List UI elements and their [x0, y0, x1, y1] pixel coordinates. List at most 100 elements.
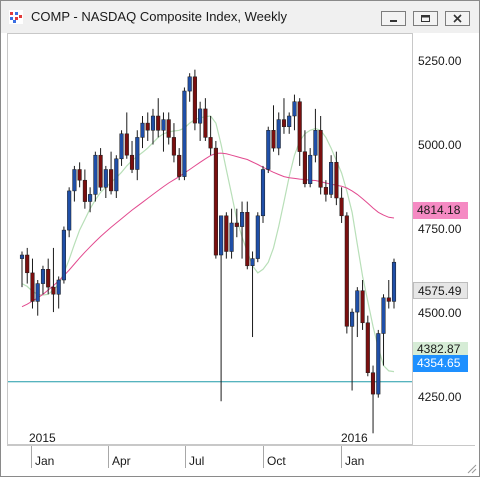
- candle-body: [302, 151, 307, 185]
- resize-grip-icon[interactable]: [467, 464, 477, 474]
- candle-body: [103, 169, 108, 188]
- month-label: Oct: [267, 454, 286, 468]
- candle-body: [77, 169, 82, 181]
- candle-body: [129, 154, 135, 170]
- candle-body: [166, 119, 171, 138]
- close-icon: [453, 14, 462, 23]
- candle-body: [19, 254, 25, 259]
- candle-body: [119, 133, 124, 160]
- candle-body: [255, 215, 260, 259]
- candle-body: [192, 76, 197, 124]
- candle-body: [56, 279, 61, 295]
- candle-body: [150, 115, 156, 131]
- candle-body: [391, 261, 397, 302]
- year-label: 2015: [29, 431, 56, 445]
- candle-body: [245, 212, 250, 267]
- candle-body: [98, 154, 103, 188]
- candle-body: [287, 115, 292, 127]
- candle-body: [40, 269, 46, 284]
- candle-body: [93, 154, 98, 195]
- candle-body: [72, 169, 77, 192]
- plot-area[interactable]: [7, 33, 413, 445]
- sma-fast-price-tag: 4382.87: [413, 342, 468, 356]
- candle-body: [35, 283, 40, 302]
- candle-body: [271, 130, 276, 149]
- candle-body: [219, 215, 224, 256]
- candle-body: [355, 290, 360, 313]
- price-tick: 5000.00: [418, 138, 462, 152]
- candle-body: [323, 187, 328, 195]
- month-tick: [185, 446, 186, 468]
- month-tick: [263, 446, 264, 468]
- time-axis[interactable]: Jan Apr Jul Oct Jan: [7, 445, 475, 473]
- month-label: Jan: [345, 454, 365, 468]
- year-label: 2016: [341, 431, 368, 445]
- candle-body: [229, 222, 234, 252]
- candle-body: [135, 137, 140, 170]
- window-title: COMP - NASDAQ Composite Index, Weekly: [31, 9, 287, 24]
- candle-body: [250, 258, 255, 266]
- price-tick: 5250.00: [418, 54, 462, 68]
- price-tick: 4250.00: [418, 390, 462, 404]
- candle-body: [281, 119, 287, 127]
- candle-body: [140, 122, 145, 138]
- candle-body: [187, 76, 192, 92]
- sma-slow-price-tag: 4814.18: [413, 202, 468, 219]
- candle-body: [308, 154, 313, 184]
- month-tick: [108, 446, 109, 468]
- month-label: Jul: [189, 454, 205, 468]
- line-level-price-tag: 4354.65: [413, 355, 468, 372]
- title-bar[interactable]: COMP - NASDAQ Composite Index, Weekly: [1, 1, 479, 33]
- candle-body: [156, 115, 161, 131]
- candlestick-chart: [8, 69, 412, 434]
- candle-body: [88, 194, 93, 202]
- month-tick: [341, 446, 342, 468]
- candle-body: [297, 101, 302, 152]
- candle-body: [292, 101, 297, 117]
- candle-body: [334, 162, 339, 199]
- candle-body: [25, 254, 30, 274]
- sma-fast-line: [21, 115, 395, 373]
- candle-body: [370, 372, 376, 395]
- candle-body: [234, 222, 239, 227]
- candle-body: [46, 269, 51, 288]
- candle-body: [198, 108, 203, 124]
- last-close-price-tag: 4575.49: [413, 282, 468, 299]
- candle-body: [208, 137, 213, 149]
- candle-body: [67, 190, 72, 231]
- candle-body: [30, 272, 35, 302]
- price-tick: 4500.00: [418, 306, 462, 320]
- candle-body: [350, 311, 355, 327]
- month-label: Apr: [112, 454, 131, 468]
- candle-body: [329, 162, 334, 195]
- candle-body: [318, 130, 323, 188]
- candle-body: [109, 169, 114, 192]
- chart-app-icon: [9, 10, 23, 24]
- restore-icon: [421, 15, 430, 22]
- candle-body: [260, 169, 266, 217]
- candle-body: [365, 322, 370, 373]
- candle-body: [339, 197, 344, 217]
- candle-body: [381, 297, 386, 334]
- month-label: Jan: [35, 454, 55, 468]
- restore-button[interactable]: [413, 11, 438, 26]
- candle-body: [145, 122, 150, 131]
- candle-body: [266, 130, 271, 170]
- minimize-icon: [390, 20, 397, 22]
- price-tick: 4750.00: [418, 222, 462, 236]
- minimize-button[interactable]: [381, 11, 406, 26]
- candle-body: [82, 179, 87, 202]
- candle-body: [203, 108, 208, 138]
- candle-body: [182, 90, 187, 177]
- candle-body: [276, 119, 281, 149]
- candle-body: [114, 158, 119, 192]
- candle-body: [240, 212, 245, 227]
- candle-body: [124, 133, 129, 156]
- candle-body: [61, 229, 66, 281]
- price-axis[interactable]: 5250.00 5000.00 4750.00 4500.00 4250.00 …: [413, 33, 475, 445]
- close-button[interactable]: [445, 11, 470, 26]
- month-tick: [31, 446, 32, 468]
- candle-body: [376, 333, 381, 395]
- candle-body: [177, 154, 182, 177]
